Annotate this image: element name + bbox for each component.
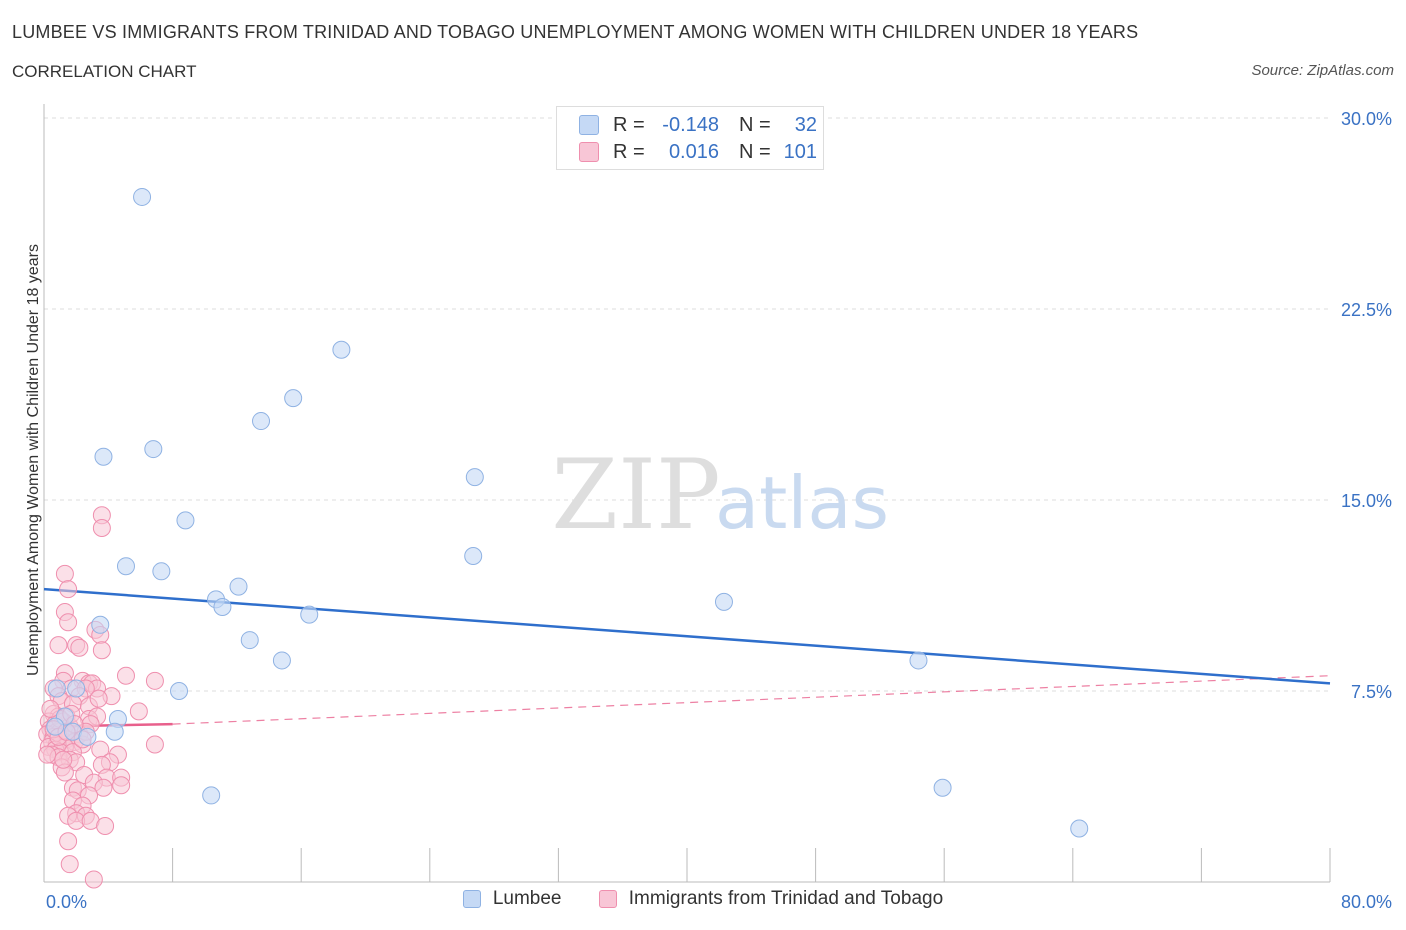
x-tick-label: 80.0% (1341, 892, 1392, 912)
trinidad-point (116, 666, 135, 685)
y-axis-label-wrapper: Unemployment Among Women with Children U… (25, 244, 42, 676)
lumbee-point (332, 340, 351, 359)
lumbee-point (170, 682, 189, 700)
y-tick-label: 7.5% (1351, 682, 1392, 702)
trinidad-point (49, 636, 68, 655)
trinidad-point (112, 776, 131, 795)
lumbee-point (714, 592, 733, 611)
trinidad-point (145, 671, 164, 690)
lumbee-point (94, 447, 113, 466)
r-value: -0.148 (662, 113, 719, 136)
r-label: R = (613, 140, 645, 163)
lumbee-point (176, 511, 195, 530)
lumbee-point (152, 562, 171, 581)
trinidad-point (55, 564, 74, 583)
r-value: 0.016 (668, 140, 719, 163)
n-label: N = (739, 140, 771, 163)
lumbee-point (284, 389, 303, 408)
y-tick-label: 22.5% (1341, 300, 1392, 320)
lumbee-point (300, 605, 319, 624)
trinidad-point (84, 870, 103, 889)
lumbee-point (229, 577, 248, 596)
trinidad-point (94, 778, 113, 797)
lumbee-swatch (579, 115, 599, 135)
source-note: Source: ZipAtlas.com (1251, 62, 1394, 79)
lumbee-point (202, 786, 221, 805)
chart-title: LUMBEE VS IMMIGRANTS FROM TRINIDAD AND T… (12, 22, 1139, 42)
trinidad-point (96, 816, 115, 835)
n-label: N = (739, 113, 771, 136)
lumbee-trend-line (43, 587, 1331, 685)
trinidad-point (38, 745, 57, 764)
legend-item-lumbee: Lumbee (462, 888, 562, 910)
legend-item-trinidad: Immigrants from Trinidad and Tobago (598, 888, 944, 910)
trinidad-point (70, 638, 89, 657)
trinidad-point (54, 750, 73, 769)
lumbee-point (240, 631, 259, 650)
legend-label-lumbee: Lumbee (492, 888, 562, 909)
trinidad-point (60, 855, 79, 874)
grid-lines (44, 117, 1330, 692)
y-tick-label: 15.0% (1341, 491, 1392, 511)
trinidad-swatch (579, 142, 599, 162)
trinidad-point (89, 689, 108, 708)
trinidad-point (41, 699, 60, 718)
lumbee-point (91, 615, 110, 634)
lumbee-point (933, 778, 952, 797)
trinidad-point (92, 641, 111, 660)
lumbee-point (46, 717, 65, 736)
trinidad-point (145, 735, 164, 754)
lumbee-point (67, 679, 86, 698)
lumbee-point (144, 440, 163, 459)
stats-legend: R = -0.148 N = 32 R = 0.016 N = 101 (556, 106, 824, 170)
lumbee-point (116, 557, 135, 576)
lumbee-point (464, 547, 483, 566)
n-value: 101 (783, 140, 817, 163)
lumbee-point (252, 412, 271, 431)
trinidad-legend-swatch (598, 890, 617, 908)
stats-row-trinidad: R = 0.016 N = 101 (579, 139, 817, 165)
lumbee-point (909, 651, 928, 670)
x-tick-label: 0.0% (46, 892, 87, 912)
stats-row-lumbee: R = -0.148 N = 32 (579, 112, 817, 138)
y-axis-label: Unemployment Among Women with Children U… (25, 244, 42, 676)
lumbee-point (133, 187, 152, 206)
trinidad-point (59, 580, 78, 599)
lumbee-point (272, 651, 291, 670)
trinidad-point (92, 519, 111, 538)
trinidad-trend-dashed (172, 675, 1331, 725)
lumbee-point (1070, 819, 1089, 838)
watermark-zip: ZIP (551, 439, 720, 551)
lumbee-point (465, 468, 484, 487)
lumbee-point (78, 727, 97, 746)
data-points (38, 187, 1089, 889)
chart-subtitle: CORRELATION CHART (12, 62, 197, 81)
series-legend: Lumbee Immigrants from Trinidad and Toba… (0, 888, 1406, 914)
trinidad-point (129, 702, 148, 721)
lumbee-point (105, 722, 124, 741)
lumbee-legend-swatch (462, 890, 481, 908)
lumbee-point (213, 597, 232, 616)
tick-labels: 7.5% 15.0% 22.5% 30.0% 0.0% 80.0% (46, 109, 1392, 912)
watermark-atlas: atlas (715, 461, 889, 545)
y-tick-label: 30.0% (1341, 109, 1392, 129)
n-value: 32 (794, 113, 817, 136)
trinidad-point (59, 613, 78, 632)
lumbee-point (47, 679, 66, 698)
r-label: R = (613, 113, 645, 136)
trend-lines (43, 587, 1331, 728)
legend-label-trinidad: Immigrants from Trinidad and Tobago (628, 888, 944, 909)
trinidad-point (59, 832, 78, 851)
